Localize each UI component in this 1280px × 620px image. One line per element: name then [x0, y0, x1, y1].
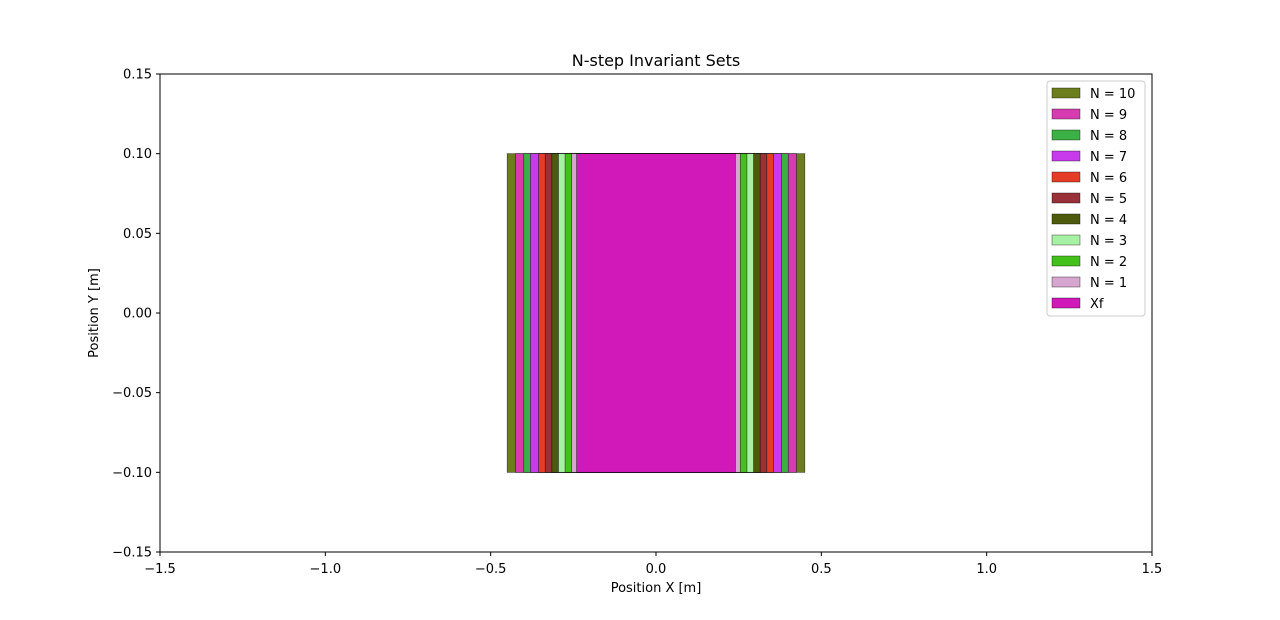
x-tick-label: 1.0 [976, 562, 997, 577]
y-axis-title: Position Y [m] [87, 268, 102, 358]
legend-label: N = 9 [1090, 108, 1127, 123]
legend-label: N = 10 [1090, 87, 1135, 102]
set-xf [576, 153, 736, 473]
y-tick-label: 0.10 [123, 147, 152, 162]
legend-swatch [1051, 192, 1081, 204]
legend-label: Xf [1090, 297, 1104, 312]
chart-title: N-step Invariant Sets [572, 51, 741, 70]
legend-swatch [1051, 129, 1081, 141]
y-tick-label: 0.05 [123, 227, 152, 242]
x-axis: −1.5 −1.0 −0.5 0.0 0.5 1.0 1.5 [144, 552, 1162, 577]
legend-label: N = 2 [1090, 255, 1127, 270]
x-tick-label: 0.5 [811, 562, 832, 577]
legend-label: N = 6 [1090, 171, 1127, 186]
legend-swatch [1051, 87, 1081, 99]
legend-label: N = 4 [1090, 213, 1127, 228]
y-tick-label: 0.15 [123, 68, 152, 83]
y-tick-label: 0.00 [123, 307, 152, 322]
legend-swatch [1051, 108, 1081, 120]
x-tick-label: 0.0 [646, 562, 667, 577]
y-tick-label: −0.05 [112, 386, 152, 401]
legend-swatch [1051, 150, 1081, 162]
y-axis: −0.15 −0.10 −0.05 0.00 0.05 0.10 0.15 [112, 68, 160, 561]
legend-label: N = 7 [1090, 150, 1127, 165]
legend-swatch [1051, 276, 1081, 288]
legend-label: N = 8 [1090, 129, 1127, 144]
plot-area [506, 153, 806, 473]
x-tick-label: 1.5 [1142, 562, 1163, 577]
legend-label: N = 3 [1090, 234, 1127, 249]
legend-label: N = 5 [1090, 192, 1127, 207]
x-axis-title: Position X [m] [611, 581, 702, 596]
y-tick-label: −0.15 [112, 546, 152, 561]
legend: N = 10 N = 9 N = 8 N = 7 N = 6 N = 5 N = 4 N = … [1046, 80, 1146, 317]
legend-swatch [1051, 234, 1081, 246]
legend-swatch [1051, 213, 1081, 225]
legend-swatch [1051, 171, 1081, 183]
x-tick-label: −1.5 [144, 562, 176, 577]
x-tick-label: −1.0 [310, 562, 342, 577]
y-tick-label: −0.10 [112, 466, 152, 481]
x-tick-label: −0.5 [475, 562, 507, 577]
legend-label: N = 1 [1090, 276, 1127, 291]
legend-swatch [1051, 255, 1081, 267]
legend-swatch [1051, 297, 1081, 309]
